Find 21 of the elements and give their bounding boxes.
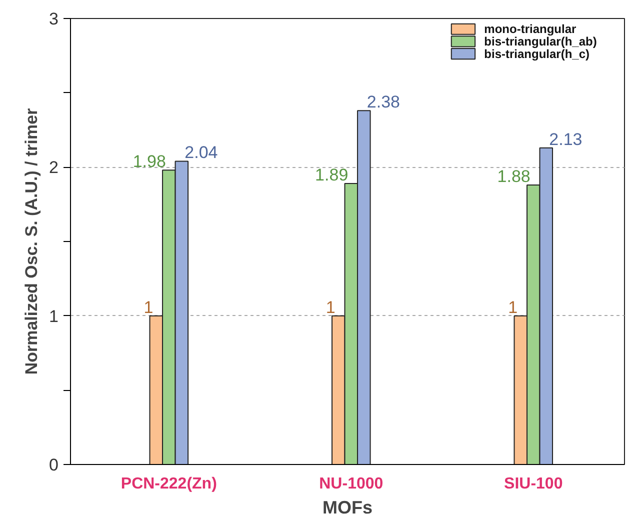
legend-label: bis-triangular(h_ab) [484, 34, 597, 48]
data-label: 1 [326, 298, 336, 317]
legend-label: bis-triangular(h_c) [484, 46, 590, 61]
x-tick-label: SIU-100 [504, 476, 563, 492]
data-label: 2.04 [184, 143, 218, 162]
data-label: 2.38 [366, 92, 400, 112]
y-tick-label: 3 [49, 10, 59, 28]
data-label: 1.89 [315, 166, 348, 185]
data-label: 1.88 [497, 167, 530, 186]
y-tick-label: 1 [49, 306, 59, 326]
x-axis-title: MOFs [322, 498, 373, 518]
y-axis-title: Normalized Osc. S. (A.U.) / trimer [22, 108, 42, 375]
data-label: 1 [508, 298, 518, 317]
data-label: 1.98 [132, 152, 166, 172]
x-tick-label: PCN-222(Zn) [120, 476, 217, 492]
data-label: 1 [144, 298, 154, 317]
y-tick-label: 2 [49, 158, 59, 178]
x-tick-label: NU-1000 [319, 476, 384, 492]
legend-label: mono-triangular [484, 22, 577, 36]
y-tick-label: 0 [49, 456, 59, 474]
data-label: 2.13 [549, 130, 582, 149]
